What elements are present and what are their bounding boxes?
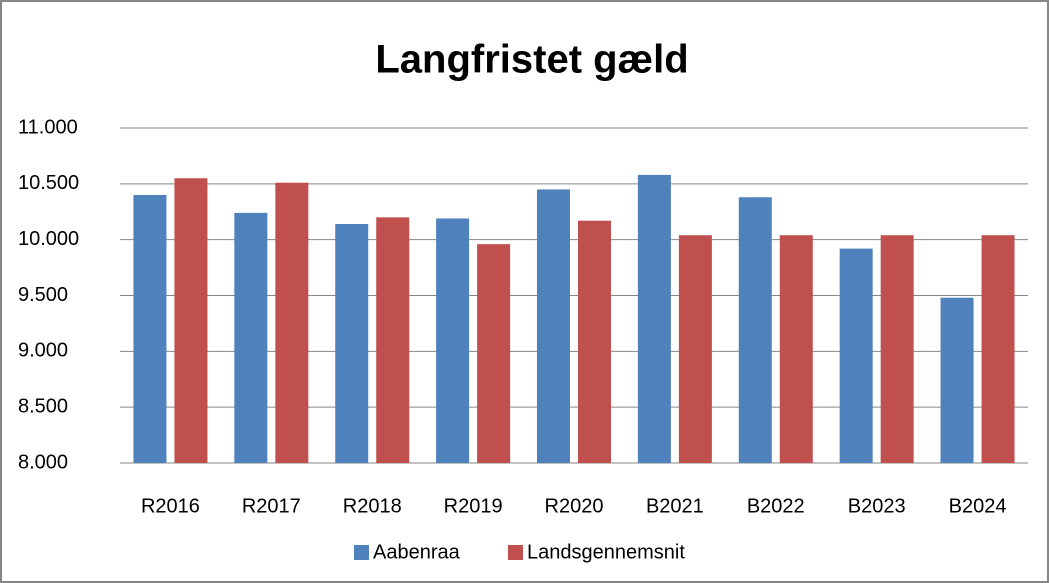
legend-swatch	[508, 545, 523, 560]
bar	[779, 235, 813, 463]
legend-label: Landsgennemsnit	[527, 541, 685, 563]
legend-swatch	[354, 545, 369, 560]
bar	[234, 212, 268, 463]
y-tick-label: 9.000	[18, 340, 68, 362]
bar	[335, 224, 369, 463]
x-tick-label: R2017	[242, 495, 301, 517]
x-tick-label: R2018	[343, 495, 402, 517]
y-tick-label: 10.500	[18, 172, 79, 194]
y-tick-label: 11.000	[18, 116, 78, 138]
x-tick-label: B2024	[949, 495, 1007, 517]
chart-title: Langfristet gæld	[375, 38, 688, 82]
bar	[738, 197, 772, 463]
bar	[880, 235, 914, 463]
bar	[376, 217, 410, 463]
bar	[275, 182, 309, 463]
x-tick-label: B2023	[848, 495, 906, 517]
bar	[678, 235, 712, 463]
y-tick-label: 8.500	[18, 395, 68, 417]
bar	[133, 195, 167, 463]
bar	[578, 220, 611, 463]
bar	[436, 218, 470, 463]
y-tick-label: 10.000	[18, 228, 79, 250]
x-tick-label: R2016	[141, 495, 200, 517]
y-tick-label: 9.500	[18, 284, 68, 306]
bar	[940, 297, 974, 463]
bar	[537, 189, 570, 463]
bar	[839, 248, 873, 463]
bar	[637, 174, 671, 463]
bar	[174, 178, 208, 463]
legend-label: Aabenraa	[373, 541, 461, 563]
x-tick-label: B2022	[747, 495, 805, 517]
x-tick-label: R2020	[545, 495, 604, 517]
x-tick-label: B2021	[646, 495, 704, 517]
bar	[477, 244, 511, 463]
y-tick-label: 8.000	[18, 451, 68, 473]
x-tick-label: R2019	[444, 495, 503, 517]
bar	[981, 235, 1015, 463]
